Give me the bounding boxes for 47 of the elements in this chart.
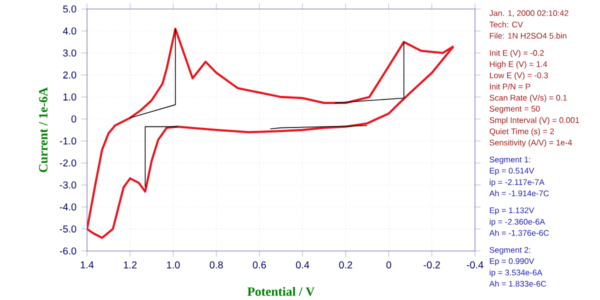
- text: Smpl Interval (V) = 0.001: [490, 116, 580, 124]
- y-tick-label: -2.0: [60, 159, 76, 166]
- x-tick-label: 1.4: [80, 261, 94, 268]
- x-tick-label: 0.2: [339, 261, 352, 268]
- x-tick-label: 1.0: [167, 261, 180, 268]
- text: Low E (V) = -0.3: [490, 72, 548, 80]
- text: Ep = 1.132V: [490, 207, 534, 215]
- text: ip = -2.117e-7A: [490, 178, 544, 186]
- text: File: 1N H2SO4 5.bin: [490, 32, 566, 38]
- x-axis-title: Potential / V: [247, 286, 315, 296]
- y-tick-label: -5.0: [60, 225, 76, 232]
- y-tick-label: -4.0: [60, 203, 76, 210]
- y-tick-label: 3.0: [63, 49, 76, 56]
- text: Ah = 1.833e-6C: [489, 280, 546, 286]
- y-tick-label: 5.0: [63, 5, 76, 12]
- x-tick-label: -0.2: [424, 261, 440, 268]
- y-tick-label: 2.0: [63, 71, 76, 78]
- text: Scan Rate (V/s) = 0.1: [490, 94, 567, 102]
- text: Jan. 1, 2000 02:10:42: [489, 10, 568, 17]
- text: Sensitivity (A/V) = 1e-4: [490, 139, 572, 147]
- x-tick-label: 0.4: [296, 261, 310, 268]
- text: High E (V) = 1.4: [490, 60, 548, 68]
- text: Ah = -1.914e-7C: [489, 190, 549, 196]
- x-tick-label: 1.2: [124, 261, 137, 268]
- y-tick-label: -6.0: [60, 247, 76, 254]
- text: Init E (V) = -0.2: [490, 50, 544, 58]
- text: Tech: CV: [489, 21, 523, 28]
- text: Init P/N = P: [490, 83, 530, 90]
- text: Quiet Time (s) = 2: [490, 128, 554, 136]
- text: Ep = 0.514V: [490, 168, 534, 176]
- text: Segment 1:: [490, 156, 530, 164]
- text: ip = -2.360e-6A: [490, 218, 546, 226]
- x-tick-label: 0: [386, 261, 392, 268]
- y-axis-title: Current / 1e-6A: [39, 87, 48, 172]
- y-tick-label: -1.0: [60, 137, 76, 144]
- y-tick-label: 1.0: [63, 93, 76, 100]
- y-tick-label: 0: [71, 115, 76, 122]
- x-tick-label: 0.6: [252, 261, 266, 268]
- text: Segment = 50: [490, 106, 540, 114]
- x-tick-label: -0.4: [466, 261, 484, 268]
- y-tick-label: 4.0: [62, 27, 76, 34]
- y-tick-label: -3.0: [60, 181, 76, 188]
- x-tick-label: 0.8: [210, 261, 223, 268]
- text: Ah = -1.376e-6C: [489, 230, 549, 236]
- text: Ep = 0.990V: [490, 258, 534, 266]
- text: ip = 3.534e-6A: [490, 269, 542, 277]
- text: Segment 2:: [490, 246, 530, 254]
